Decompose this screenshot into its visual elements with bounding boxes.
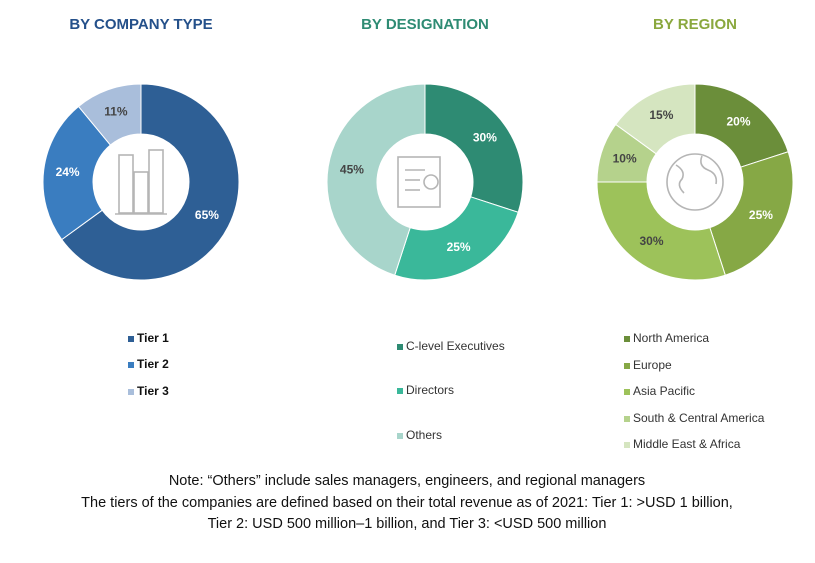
legend-label: Europe xyxy=(633,358,672,372)
chart-title: BY REGION xyxy=(653,16,737,33)
legend-marker xyxy=(624,442,630,448)
legend-marker xyxy=(397,388,403,394)
legend-label: Tier 1 xyxy=(137,331,169,345)
legend-label: C-level Executives xyxy=(406,339,505,353)
data-label: 45% xyxy=(340,163,364,177)
legend-label: North America xyxy=(633,331,709,345)
data-label: 25% xyxy=(749,208,773,222)
legend-marker xyxy=(128,362,134,368)
donut-slice xyxy=(394,196,519,281)
note: Note: “Others” include sales managers, e… xyxy=(169,473,645,489)
legend-label: Asia Pacific xyxy=(633,384,695,398)
note: The tiers of the companies are defined b… xyxy=(81,495,733,511)
donut-slice xyxy=(77,83,142,146)
legend-label: Tier 3 xyxy=(137,384,169,398)
legend-label: South & Central America xyxy=(633,411,765,425)
data-label: 30% xyxy=(639,234,663,248)
donut-slice xyxy=(424,83,524,213)
donut-slice xyxy=(615,83,696,155)
donut-slice xyxy=(596,181,726,281)
donut-slice xyxy=(61,83,240,281)
data-label: 65% xyxy=(195,208,219,222)
legend-label: Directors xyxy=(406,383,454,397)
data-label: 20% xyxy=(726,114,750,128)
legend-marker xyxy=(624,416,630,422)
legend-label: Others xyxy=(406,428,442,442)
data-label: 15% xyxy=(649,108,673,122)
legend-marker xyxy=(128,336,134,342)
data-label: 25% xyxy=(447,240,471,254)
data-label: 11% xyxy=(104,105,128,119)
icon-globe xyxy=(666,153,724,211)
donut-slice xyxy=(709,151,794,276)
legend-marker xyxy=(624,336,630,342)
legend-marker xyxy=(397,344,403,350)
legend-marker xyxy=(624,389,630,395)
legend-marker xyxy=(128,389,134,395)
donut-slice xyxy=(326,83,426,276)
legend-label: Tier 2 xyxy=(137,357,169,371)
legend-marker xyxy=(624,363,630,369)
chart-title: BY COMPANY TYPE xyxy=(69,16,212,33)
data-label: 24% xyxy=(56,165,80,179)
icon-certificate xyxy=(397,156,441,208)
icon-buildings xyxy=(115,149,167,215)
donut-slice xyxy=(42,105,112,241)
legend-marker xyxy=(397,433,403,439)
note: Tier 2: USD 500 million–1 billion, and T… xyxy=(208,516,607,532)
data-label: 30% xyxy=(473,131,497,145)
chart-title: BY DESIGNATION xyxy=(361,16,489,33)
data-label: 10% xyxy=(613,151,637,165)
legend-label: Middle East & Africa xyxy=(633,437,741,451)
